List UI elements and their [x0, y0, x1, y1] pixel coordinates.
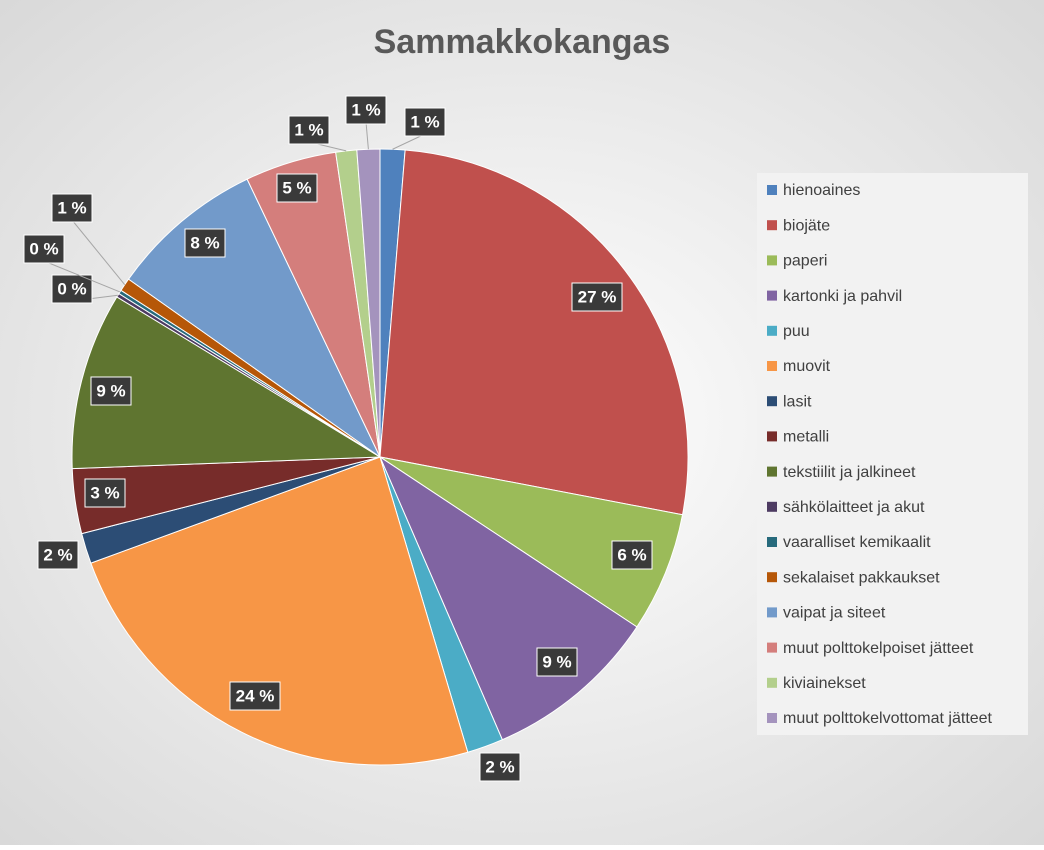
legend-label: metalli	[783, 429, 829, 446]
legend-swatch	[767, 466, 777, 477]
data-label: 1 %	[410, 112, 439, 131]
data-label: 27 %	[578, 287, 617, 306]
data-label: 2 %	[43, 545, 72, 564]
data-label-box	[84, 478, 126, 508]
data-label: 1 %	[294, 120, 323, 139]
data-label: 0 %	[57, 279, 86, 298]
legend-label: kartonki ja pahvil	[783, 288, 902, 305]
legend-label: sähkölaitteet ja akut	[783, 499, 925, 516]
legend-label: kiviainekset	[783, 675, 866, 692]
legend-swatch	[767, 220, 777, 231]
leader-line	[392, 133, 426, 150]
legend-label: lasit	[783, 393, 812, 410]
pie-slice	[379, 456, 684, 628]
data-label-box	[51, 193, 93, 223]
data-label-box	[51, 274, 93, 304]
data-label-box	[37, 540, 79, 570]
legend-label: muovit	[783, 358, 831, 375]
legend-swatch	[767, 185, 777, 195]
legend-label: paperi	[783, 253, 827, 270]
legend-label: vaaralliset kemikaalit	[783, 534, 931, 551]
legend-swatch	[767, 255, 777, 266]
legend-swatch	[767, 642, 777, 653]
legend-label: muut polttokelpoiset jätteet	[783, 640, 974, 657]
data-label: 3 %	[90, 483, 119, 502]
data-label: 9 %	[542, 652, 571, 671]
data-label: 0 %	[29, 239, 58, 258]
legend-label: biojäte	[783, 217, 830, 234]
data-label-box	[479, 752, 521, 782]
data-label-box	[184, 228, 226, 258]
legend-swatch	[767, 325, 777, 336]
legend-label: sekalaiset pakkaukset	[783, 569, 940, 586]
legend-swatch	[767, 361, 777, 371]
pie-slice	[90, 456, 469, 766]
data-label: 2 %	[485, 757, 514, 776]
data-label: 8 %	[190, 233, 219, 252]
data-label: 1 %	[57, 198, 86, 217]
data-label-box	[345, 95, 387, 125]
data-label-box	[536, 647, 578, 677]
legend-swatch	[767, 501, 777, 512]
data-label: 9 %	[96, 381, 125, 400]
legend-swatch	[767, 713, 777, 723]
legend-swatch	[767, 572, 777, 583]
data-label: 1 %	[351, 100, 380, 119]
leader-line	[71, 219, 126, 285]
legend-swatch	[767, 607, 777, 618]
legend-swatch	[767, 537, 777, 547]
legend-swatch	[767, 431, 777, 442]
data-label-box	[288, 115, 330, 145]
leader-line	[43, 260, 121, 293]
data-label-box	[571, 282, 623, 312]
data-label: 6 %	[617, 545, 646, 564]
legend-box	[757, 173, 1028, 735]
legend-label: vaipat ja siteet	[783, 605, 886, 622]
leader-line	[365, 121, 369, 150]
data-label-box	[23, 234, 65, 264]
legend-label: muut polttokelvottomat jätteet	[783, 710, 993, 727]
legend-swatch	[767, 396, 777, 407]
data-label: 5 %	[282, 178, 311, 197]
chart-title: Sammakkokangas	[374, 23, 671, 61]
legend-label: tekstiilit ja jalkineet	[783, 464, 916, 481]
legend-swatch	[767, 290, 777, 301]
legend-label: hienoaines	[783, 182, 860, 199]
data-label-box	[404, 107, 446, 137]
data-label-box	[276, 173, 318, 203]
data-label: 24 %	[236, 686, 275, 705]
data-label-box	[611, 540, 653, 570]
pie-slice	[71, 296, 382, 470]
pie-slice	[379, 149, 689, 516]
data-label-box	[229, 681, 281, 711]
data-label-box	[90, 376, 132, 406]
legend-swatch	[767, 677, 777, 688]
legend-label: puu	[783, 323, 810, 340]
